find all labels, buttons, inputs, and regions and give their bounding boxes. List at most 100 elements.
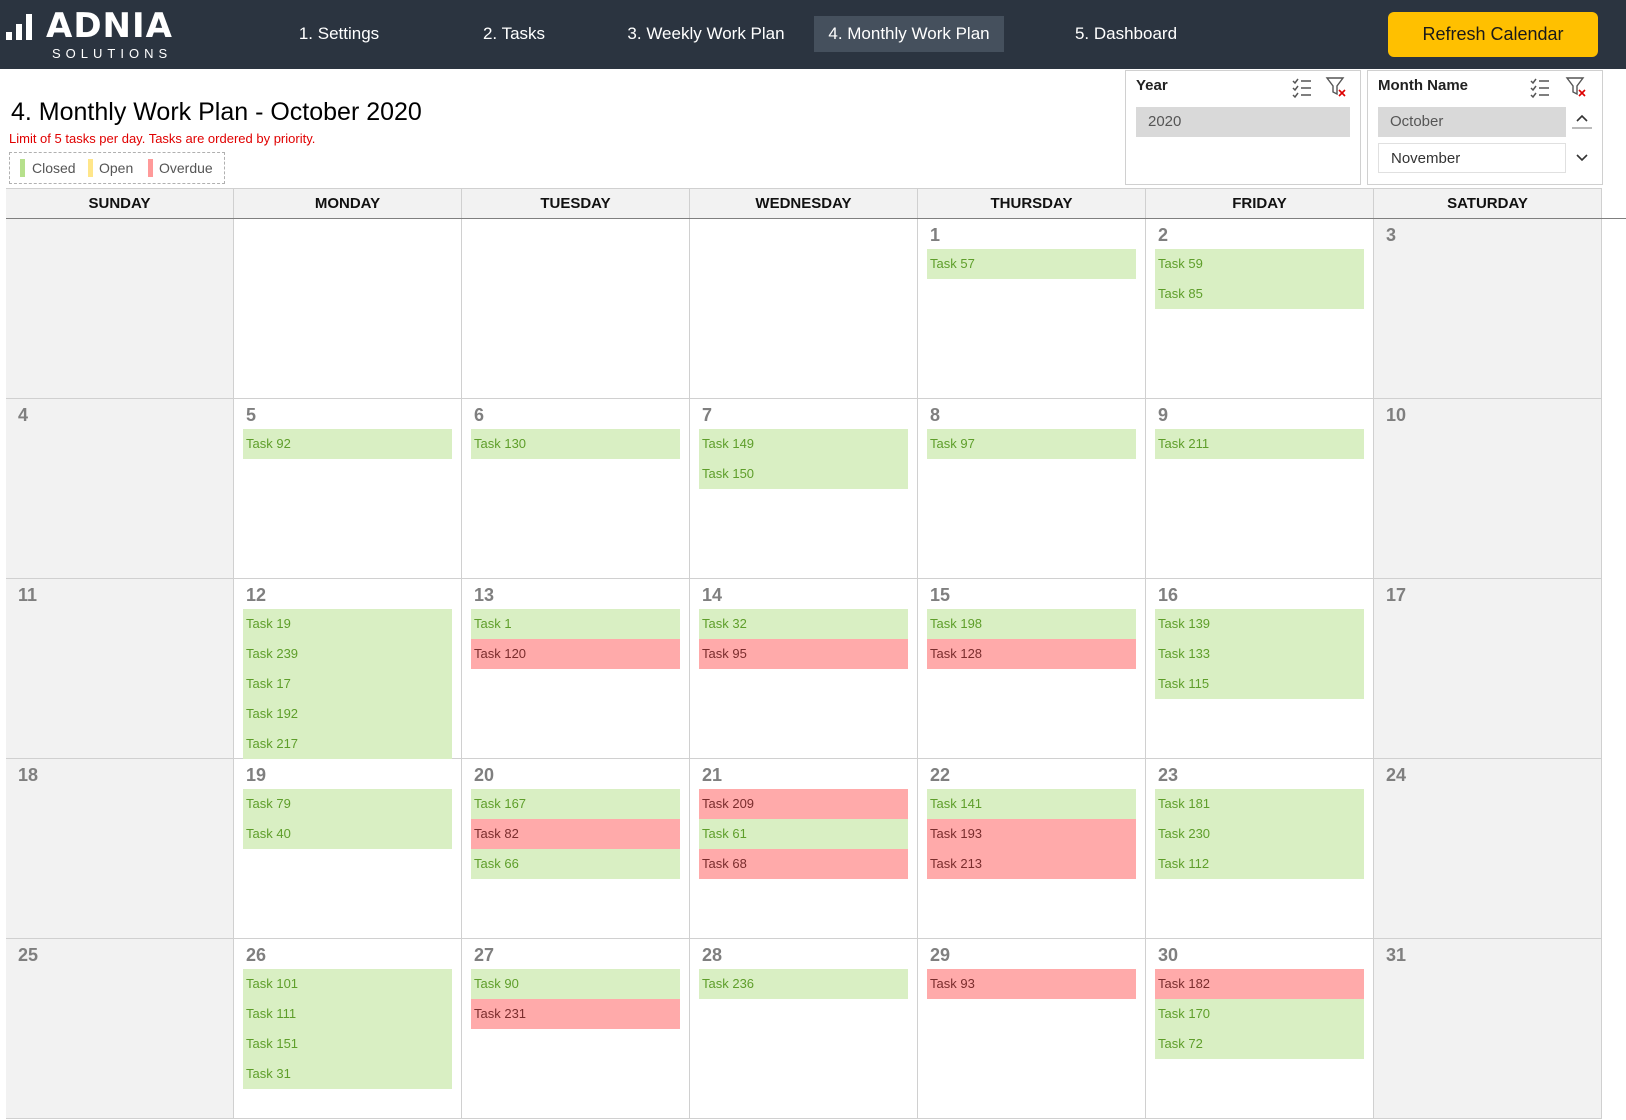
- task-item-closed[interactable]: Task 101: [243, 969, 452, 999]
- day-cell[interactable]: 5 Task 92: [234, 399, 462, 579]
- day-cell[interactable]: 17: [1374, 579, 1602, 759]
- task-item-closed[interactable]: Task 112: [1155, 849, 1364, 879]
- clear-filter-icon[interactable]: [1324, 75, 1348, 99]
- day-cell[interactable]: 1 Task 57: [918, 219, 1146, 399]
- nav-tab-settings[interactable]: 1. Settings: [298, 24, 380, 43]
- day-cell[interactable]: 10: [1374, 399, 1602, 579]
- day-cell[interactable]: 29 Task 93: [918, 939, 1146, 1119]
- scroll-down-icon[interactable]: [1572, 147, 1592, 169]
- task-item-closed[interactable]: Task 217: [243, 729, 452, 759]
- day-cell[interactable]: [6, 219, 234, 399]
- multi-select-icon[interactable]: [1528, 75, 1552, 99]
- task-item-closed[interactable]: Task 115: [1155, 669, 1364, 699]
- day-cell[interactable]: [690, 219, 918, 399]
- task-item-closed[interactable]: Task 92: [243, 429, 452, 459]
- task-item-overdue[interactable]: Task 95: [699, 639, 908, 669]
- day-cell[interactable]: 23 Task 181 Task 230 Task 112: [1146, 759, 1374, 939]
- task-item-overdue[interactable]: Task 120: [471, 639, 680, 669]
- task-item-closed[interactable]: Task 66: [471, 849, 680, 879]
- task-item-closed[interactable]: Task 149: [699, 429, 908, 459]
- task-item-closed[interactable]: Task 139: [1155, 609, 1364, 639]
- year-option-2020[interactable]: 2020: [1136, 107, 1350, 137]
- task-item-closed[interactable]: Task 40: [243, 819, 452, 849]
- task-item-closed[interactable]: Task 1: [471, 609, 680, 639]
- day-cell[interactable]: 16 Task 139 Task 133 Task 115: [1146, 579, 1374, 759]
- task-item-closed[interactable]: Task 111: [243, 999, 452, 1029]
- multi-select-icon[interactable]: [1290, 75, 1314, 99]
- nav-tab-tasks[interactable]: 2. Tasks: [482, 24, 546, 43]
- task-item-overdue[interactable]: Task 209: [699, 789, 908, 819]
- day-cell[interactable]: 18: [6, 759, 234, 939]
- scroll-up-icon[interactable]: [1572, 107, 1592, 129]
- task-item-closed[interactable]: Task 19: [243, 609, 452, 639]
- task-item-closed[interactable]: Task 141: [927, 789, 1136, 819]
- task-item-closed[interactable]: Task 85: [1155, 279, 1364, 309]
- day-cell[interactable]: 24: [1374, 759, 1602, 939]
- day-cell[interactable]: 14 Task 32 Task 95: [690, 579, 918, 759]
- task-item-closed[interactable]: Task 150: [699, 459, 908, 489]
- task-item-closed[interactable]: Task 192: [243, 699, 452, 729]
- day-cell[interactable]: 21 Task 209 Task 61 Task 68: [690, 759, 918, 939]
- day-number: 14: [702, 585, 723, 605]
- task-item-closed[interactable]: Task 32: [699, 609, 908, 639]
- task-item-closed[interactable]: Task 133: [1155, 639, 1364, 669]
- day-cell[interactable]: 27 Task 90 Task 231: [462, 939, 690, 1119]
- task-item-closed[interactable]: Task 170: [1155, 999, 1364, 1029]
- day-cell[interactable]: 19 Task 79 Task 40: [234, 759, 462, 939]
- task-item-closed[interactable]: Task 57: [927, 249, 1136, 279]
- task-item-overdue[interactable]: Task 93: [927, 969, 1136, 999]
- day-cell[interactable]: 13 Task 1 Task 120: [462, 579, 690, 759]
- nav-tab-dashboard[interactable]: 5. Dashboard: [1074, 24, 1178, 43]
- task-item-overdue[interactable]: Task 182: [1155, 969, 1364, 999]
- nav-tab-monthly-work-plan[interactable]: 4. Monthly Work Plan: [814, 16, 1004, 52]
- month-option-october[interactable]: October: [1378, 107, 1566, 137]
- day-cell[interactable]: [462, 219, 690, 399]
- nav-tab-weekly-work-plan[interactable]: 3. Weekly Work Plan: [627, 24, 785, 43]
- task-item-overdue[interactable]: Task 231: [471, 999, 680, 1029]
- task-item-closed[interactable]: Task 61: [699, 819, 908, 849]
- task-item-overdue[interactable]: Task 82: [471, 819, 680, 849]
- task-item-closed[interactable]: Task 211: [1155, 429, 1364, 459]
- task-item-closed[interactable]: Task 17: [243, 669, 452, 699]
- task-item-overdue[interactable]: Task 213: [927, 849, 1136, 879]
- day-cell[interactable]: 3: [1374, 219, 1602, 399]
- day-cell[interactable]: 9 Task 211: [1146, 399, 1374, 579]
- day-cell[interactable]: 28 Task 236: [690, 939, 918, 1119]
- task-item-closed[interactable]: Task 97: [927, 429, 1136, 459]
- month-option-november[interactable]: November: [1378, 143, 1566, 173]
- task-item-closed[interactable]: Task 59: [1155, 249, 1364, 279]
- task-item-closed[interactable]: Task 236: [699, 969, 908, 999]
- day-cell[interactable]: 31: [1374, 939, 1602, 1119]
- day-cell[interactable]: 2 Task 59 Task 85: [1146, 219, 1374, 399]
- task-item-overdue[interactable]: Task 193: [927, 819, 1136, 849]
- clear-filter-icon[interactable]: [1564, 75, 1588, 99]
- task-item-closed[interactable]: Task 198: [927, 609, 1136, 639]
- day-cell[interactable]: 15 Task 198 Task 128: [918, 579, 1146, 759]
- task-item-closed[interactable]: Task 90: [471, 969, 680, 999]
- day-cell[interactable]: 22 Task 141 Task 193 Task 213: [918, 759, 1146, 939]
- task-item-closed[interactable]: Task 72: [1155, 1029, 1364, 1059]
- day-cell[interactable]: 26 Task 101 Task 111 Task 151 Task 31: [234, 939, 462, 1119]
- day-cell[interactable]: 11: [6, 579, 234, 759]
- task-item-closed[interactable]: Task 167: [471, 789, 680, 819]
- day-cell[interactable]: [234, 219, 462, 399]
- task-item-closed[interactable]: Task 230: [1155, 819, 1364, 849]
- task-item-closed[interactable]: Task 79: [243, 789, 452, 819]
- day-cell[interactable]: 8 Task 97: [918, 399, 1146, 579]
- task-item-closed[interactable]: Task 181: [1155, 789, 1364, 819]
- day-cell[interactable]: 25: [6, 939, 234, 1119]
- day-cell[interactable]: 20 Task 167 Task 82 Task 66: [462, 759, 690, 939]
- task-item-overdue[interactable]: Task 128: [927, 639, 1136, 669]
- day-cell[interactable]: 12 Task 19 Task 239 Task 17 Task 192 Task 217: [234, 579, 462, 759]
- day-cell[interactable]: 7 Task 149 Task 150: [690, 399, 918, 579]
- day-cell[interactable]: 4: [6, 399, 234, 579]
- day-cell[interactable]: 30 Task 182 Task 170 Task 72: [1146, 939, 1374, 1119]
- day-cell[interactable]: 6 Task 130: [462, 399, 690, 579]
- task-item-closed[interactable]: Task 130: [471, 429, 680, 459]
- refresh-calendar-button[interactable]: Refresh Calendar: [1388, 12, 1598, 57]
- overdue-swatch: [148, 159, 153, 177]
- task-item-overdue[interactable]: Task 68: [699, 849, 908, 879]
- task-item-closed[interactable]: Task 31: [243, 1059, 452, 1089]
- task-item-closed[interactable]: Task 239: [243, 639, 452, 669]
- task-item-closed[interactable]: Task 151: [243, 1029, 452, 1059]
